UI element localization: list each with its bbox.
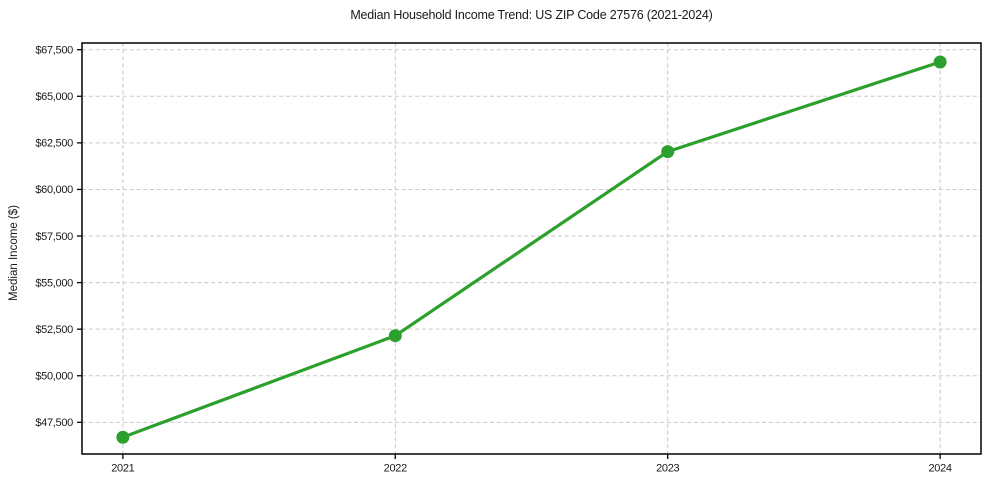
y-tick-label: $65,000 <box>35 91 73 103</box>
y-tick-label: $50,000 <box>35 371 73 383</box>
y-tick-label: $62,500 <box>35 138 73 150</box>
y-tick-label: $57,500 <box>35 231 73 243</box>
income-trend-line <box>121 60 942 439</box>
plot-border <box>81 42 982 455</box>
data-point-2022 <box>388 329 402 343</box>
x-tick-label: 2024 <box>928 463 951 475</box>
data-point-2024 <box>933 55 947 69</box>
x-tick-label: 2021 <box>111 463 134 475</box>
y-tick-label: $60,000 <box>35 184 73 196</box>
x-tick-label: 2022 <box>384 463 407 475</box>
x-tick-label: 2023 <box>656 463 679 475</box>
data-point-2021 <box>116 430 130 444</box>
chart-title: Median Household Income Trend: US ZIP Co… <box>350 8 713 22</box>
y-tick-label: $67,500 <box>35 45 73 57</box>
data-point-2023 <box>661 145 675 159</box>
y-tick-label: $47,500 <box>35 417 73 429</box>
y-tick-label: $55,000 <box>35 277 73 289</box>
y-tick-label: $52,500 <box>35 324 73 336</box>
